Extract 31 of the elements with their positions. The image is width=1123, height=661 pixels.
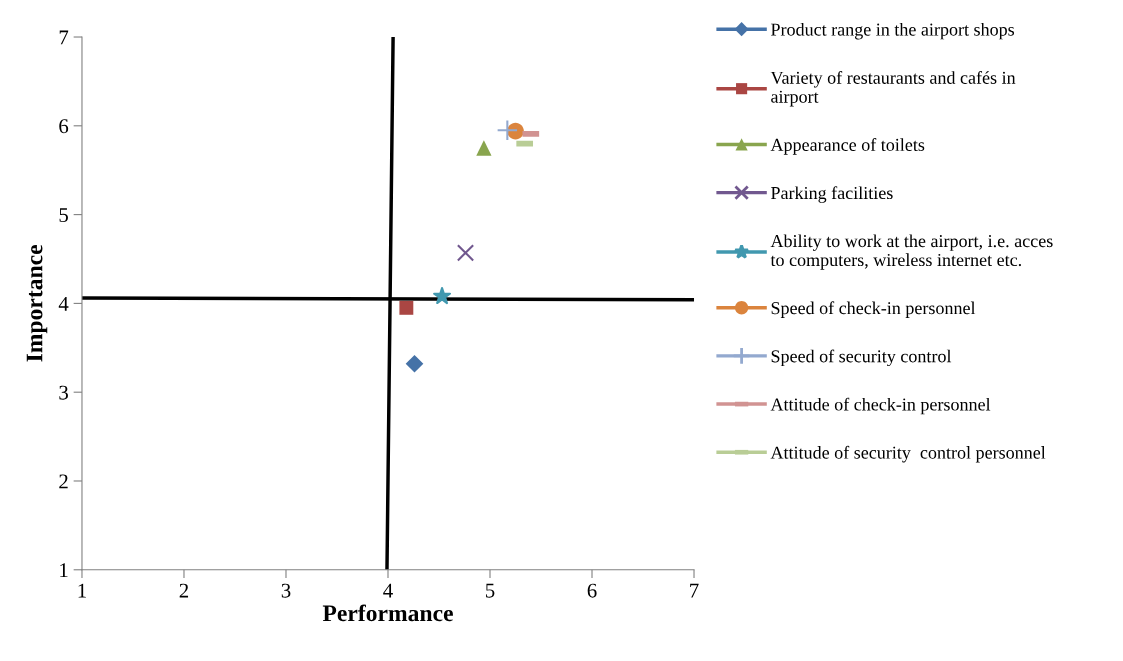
y-tick-label: 7 — [59, 30, 69, 45]
y-tick-label: 6 — [59, 119, 69, 134]
x-tick-label: 6 — [587, 583, 597, 598]
point — [476, 140, 492, 156]
legend-label: Appearance of toilets — [770, 138, 925, 155]
legend-label: Product range in the airport shops — [771, 22, 1015, 40]
y-tick-label: 2 — [59, 474, 68, 489]
point — [496, 119, 519, 142]
y-axis-title: Importance — [26, 244, 48, 362]
legend-label: Attitude of security control personnel — [770, 445, 1046, 463]
x-tick-label: 2 — [179, 583, 189, 598]
point — [456, 244, 475, 262]
x-axis-title: Performance — [322, 604, 453, 622]
point — [399, 300, 414, 315]
y-tick-label: 5 — [59, 208, 68, 223]
point — [405, 354, 424, 373]
x-tick-label: 4 — [383, 583, 393, 598]
legend-label: Attitude of check-in personnel — [770, 397, 991, 415]
legend-label: Speed of check-in personnel — [771, 301, 976, 318]
x-tick-label: 3 — [281, 583, 291, 598]
x-tick-label: 7 — [690, 583, 699, 598]
y-tick-label: 1 — [60, 563, 68, 578]
x-tick-label: 1 — [78, 583, 86, 598]
point — [433, 286, 452, 305]
legend-label: Ability to work at the airport, i.e. acces to computers, wireless internet etc. — [770, 234, 1053, 270]
x-tick-label: 5 — [486, 583, 495, 598]
y-tick-label: 4 — [58, 296, 69, 311]
legend-label: Variety of restaurants and cafés in airport — [770, 70, 1016, 107]
legend-label: Speed of security control — [771, 349, 952, 367]
legend-label: Parking facilities — [771, 186, 893, 203]
y-tick-label: 3 — [59, 385, 68, 400]
